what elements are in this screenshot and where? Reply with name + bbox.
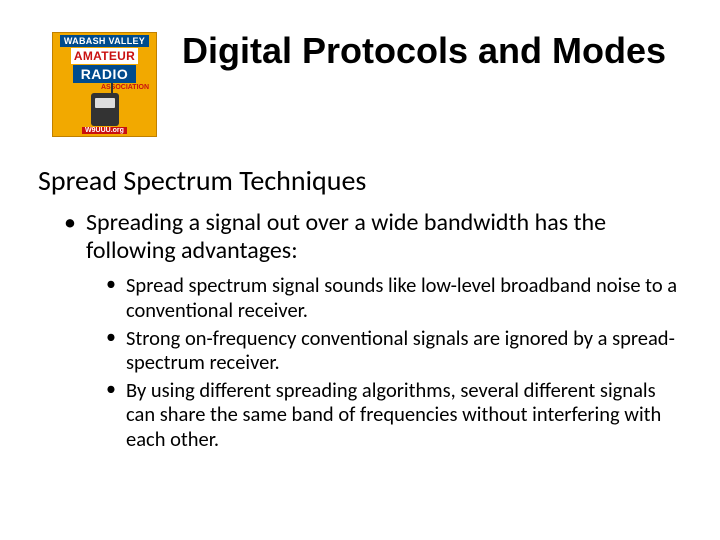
section-heading: Spread Spectrum Techniques [38,166,686,197]
bullet-list-level1: Spreading a signal out over a wide bandw… [38,209,686,451]
club-logo: WABASH VALLEY AMATEUR RADIO ASSOCIATION … [52,32,157,137]
bullet-main-text: Spreading a signal out over a wide bandw… [86,208,606,265]
logo-callsign: W9UUU.org [82,127,127,134]
logo-background: WABASH VALLEY AMATEUR RADIO ASSOCIATION … [52,32,157,137]
logo-line1: WABASH VALLEY [60,35,149,47]
sub-bullet: Spread spectrum signal sounds like low-l… [126,273,686,321]
slide: WABASH VALLEY AMATEUR RADIO ASSOCIATION … [0,0,720,540]
logo-association: ASSOCIATION [60,84,149,91]
logo-line3: RADIO [73,65,137,83]
logo-line2: AMATEUR [71,48,138,64]
sub-bullet: Strong on-frequency conventional signals… [126,326,686,374]
bullet-list-level2: Spread spectrum signal sounds like low-l… [86,273,686,450]
slide-body: Spread Spectrum Techniques Spreading a s… [38,166,686,461]
handheld-radio-icon [91,93,119,126]
bullet-main: Spreading a signal out over a wide bandw… [86,209,686,451]
slide-title: Digital Protocols and Modes [164,30,684,71]
sub-bullet: By using different spreading algorithms,… [126,378,686,451]
